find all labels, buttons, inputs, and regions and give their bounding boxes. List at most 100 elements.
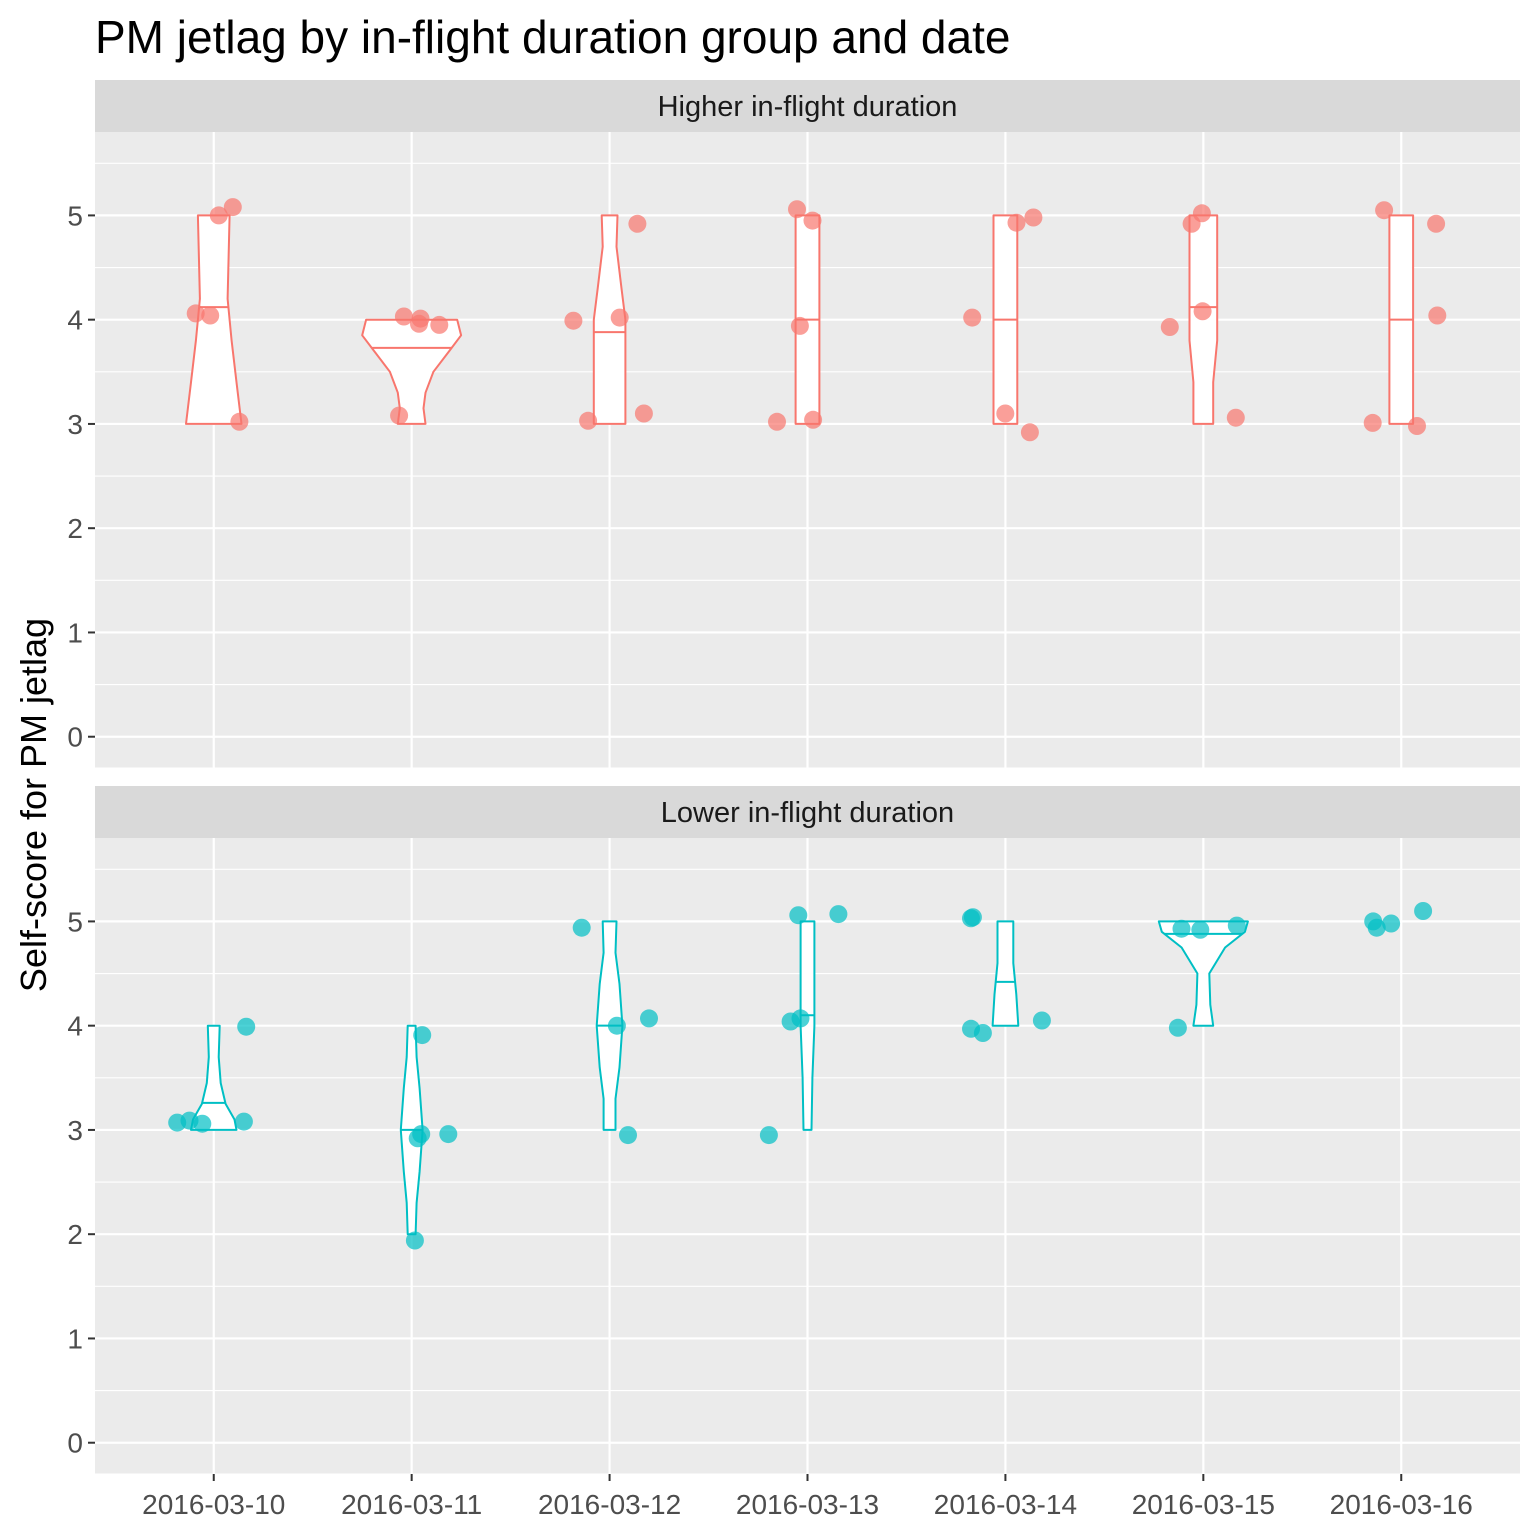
violin-2016-03-10 xyxy=(185,198,249,431)
data-point xyxy=(413,1026,432,1045)
data-point xyxy=(619,1126,637,1145)
data-point xyxy=(1414,902,1433,920)
y-tick-label: 0 xyxy=(67,1428,83,1459)
data-point xyxy=(394,307,413,326)
panel-strip xyxy=(95,786,1520,838)
data-point xyxy=(804,410,823,429)
data-point xyxy=(759,1126,778,1145)
data-point xyxy=(412,1125,431,1144)
violin-shape xyxy=(991,920,1020,1027)
data-point xyxy=(1227,916,1246,935)
x-tick-label: 2016-03-13 xyxy=(736,1489,879,1520)
panel-strip xyxy=(95,80,1520,132)
x-tick-label: 2016-03-14 xyxy=(934,1489,1077,1520)
data-point xyxy=(1367,918,1386,937)
y-tick-label: 4 xyxy=(67,1011,83,1042)
data-point xyxy=(973,1024,992,1042)
data-point xyxy=(1363,413,1382,432)
data-point xyxy=(634,404,653,423)
violin-2016-03-10 xyxy=(168,1017,256,1133)
violin-2016-03-12 xyxy=(572,918,658,1145)
violin-2016-03-15 xyxy=(1157,916,1249,1037)
data-point xyxy=(1020,423,1039,442)
y-axis: 0 1 2 3 4 5 xyxy=(67,906,95,1459)
data-point xyxy=(1182,214,1201,233)
data-point xyxy=(390,406,409,425)
panel-strip-label: Higher in-flight duration xyxy=(658,91,958,123)
data-point xyxy=(1024,208,1043,227)
violin-2016-03-12 xyxy=(564,214,653,430)
violin-2016-03-11 xyxy=(399,1024,458,1250)
y-tick-label: 4 xyxy=(67,305,83,336)
y-tick-label: 5 xyxy=(67,906,83,937)
x-tick-label: 2016-03-11 xyxy=(341,1489,482,1520)
violin-2016-03-13 xyxy=(759,905,848,1145)
y-tick-label: 0 xyxy=(67,722,83,753)
data-point xyxy=(1007,213,1026,232)
data-point xyxy=(1428,306,1447,325)
data-point xyxy=(1375,201,1394,220)
x-tick-label: 2016-03-12 xyxy=(538,1489,681,1520)
data-point xyxy=(223,198,242,217)
data-point xyxy=(1191,920,1210,939)
data-point xyxy=(579,411,598,430)
panel-1: Higher in-flight duration 0 1 2 3 4 5 xyxy=(67,80,1520,769)
data-point xyxy=(789,906,808,925)
data-point xyxy=(230,412,249,431)
data-point xyxy=(628,214,647,233)
data-point xyxy=(768,412,786,431)
data-point xyxy=(996,404,1015,423)
data-point xyxy=(1193,302,1212,321)
data-point xyxy=(788,200,806,219)
data-point xyxy=(180,1111,199,1130)
y-tick-label: 1 xyxy=(67,617,83,648)
y-axis-label: Self-score for PM jetlag xyxy=(13,618,54,992)
violin-2016-03-14 xyxy=(962,908,1051,1042)
data-point xyxy=(1172,919,1191,938)
data-point xyxy=(963,908,982,927)
data-point xyxy=(405,1231,424,1250)
y-tick-label: 1 xyxy=(67,1323,83,1354)
data-point xyxy=(209,206,228,225)
y-tick-label: 3 xyxy=(67,409,83,440)
x-tick-label: 2016-03-16 xyxy=(1330,1489,1473,1520)
data-point xyxy=(829,905,848,924)
data-point xyxy=(640,1009,658,1028)
violin-2016-03-14 xyxy=(963,208,1043,442)
data-point xyxy=(237,1017,256,1036)
data-point xyxy=(201,306,220,325)
data-point xyxy=(803,211,822,230)
data-point xyxy=(564,311,583,330)
data-point xyxy=(781,1012,800,1031)
panel-2: Lower in-flight duration 0 1 2 3 4 5 xyxy=(67,786,1520,1475)
violin-2016-03-16 xyxy=(1364,902,1433,937)
chart-title: PM jetlag by in-flight duration group an… xyxy=(95,11,1010,63)
data-point xyxy=(572,918,591,937)
y-tick-label: 5 xyxy=(67,200,83,231)
y-tick-label: 3 xyxy=(67,1115,83,1146)
data-point xyxy=(610,308,629,327)
violin-2016-03-13 xyxy=(768,200,823,431)
data-point xyxy=(1408,417,1426,435)
panel-strip-label: Lower in-flight duration xyxy=(661,797,954,829)
data-point xyxy=(963,308,982,327)
data-point xyxy=(439,1125,458,1144)
data-point xyxy=(234,1112,253,1131)
data-point xyxy=(1160,318,1179,336)
y-tick-label: 2 xyxy=(67,1219,83,1250)
data-point xyxy=(1226,408,1245,427)
data-point xyxy=(790,316,809,335)
data-point xyxy=(1032,1011,1051,1030)
x-tick-label: 2016-03-15 xyxy=(1132,1489,1275,1520)
y-tick-label: 2 xyxy=(67,513,83,544)
violin-shape xyxy=(361,318,463,425)
violin-2016-03-16 xyxy=(1363,201,1447,435)
data-point xyxy=(411,309,430,328)
data-point xyxy=(1168,1018,1187,1037)
data-point xyxy=(1382,914,1401,933)
data-point xyxy=(430,315,449,334)
x-axis: 2016-03-10 2016-03-11 2016-03-12 2016-03-13… xyxy=(142,1474,1473,1520)
data-point xyxy=(1427,214,1446,233)
